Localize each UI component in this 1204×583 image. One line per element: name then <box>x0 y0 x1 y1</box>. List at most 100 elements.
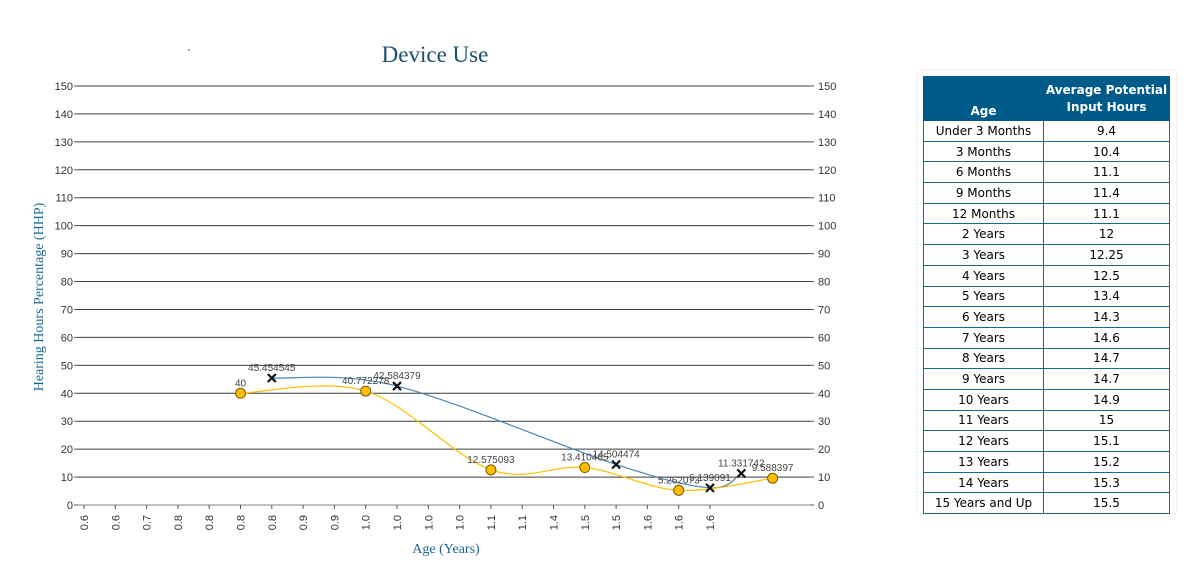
table-row: 2 Years 12 <box>923 223 1170 246</box>
header-age: Age <box>923 76 1044 121</box>
x-tick-label: 1.6 <box>674 515 686 530</box>
table-row: 5 Years 13.4 <box>923 285 1170 308</box>
y-tick-label-left: 150 <box>55 81 73 93</box>
hours-cell: 14.7 <box>1043 368 1170 390</box>
age-cell: 9 Years <box>923 368 1044 390</box>
x-tick-label: 0.6 <box>79 515 91 530</box>
y-tick-label-right: 140 <box>818 109 836 121</box>
hours-cell: 15.1 <box>1043 430 1170 452</box>
table-row: 6 Months 11.1 <box>923 161 1170 184</box>
age-cell: 3 Years <box>923 244 1044 266</box>
hours-cell: 11.1 <box>1043 202 1170 225</box>
table-row: 9 Months 11.4 <box>923 182 1170 204</box>
input-hours-table-panel: Age Average Potential Input Hours Under … <box>918 71 1176 515</box>
y-tick-label-right: 50 <box>818 360 830 372</box>
series-markers <box>235 373 779 496</box>
x-tick-label: 1.0 <box>392 515 404 530</box>
table-row: 13 Years 15.2 <box>923 451 1170 473</box>
table-row: 14 Years 15.3 <box>923 471 1170 494</box>
hours-cell: 15.2 <box>1043 451 1170 473</box>
x-tick-label: 0.8 <box>204 515 216 530</box>
y-tick-label-left: 40 <box>61 388 73 400</box>
hours-cell: 12 <box>1043 223 1170 246</box>
data-point <box>611 459 621 470</box>
data-label: 45.454545 <box>248 363 296 374</box>
table-row: Under 3 Months 9.4 <box>923 120 1170 142</box>
x-tick-label: 1.6 <box>705 515 717 530</box>
age-cell: Under 3 Months <box>923 120 1044 142</box>
y-axis-left: 0 10 20 30 40 50 60 70 80 90 100 110 120 130 140 150 <box>55 81 78 512</box>
y-tick-label-right: 30 <box>818 416 830 428</box>
y-tick-label-left: 60 <box>61 332 73 344</box>
x-tick-label: 0.7 <box>142 515 154 530</box>
y-tick-label-right: 60 <box>818 332 830 344</box>
data-label: 40 <box>235 378 247 389</box>
x-axis: 0.6 0.6 0.7 0.8 0.8 0.8 0.8 0.9 0.9 1.0 1.0 1.0 1.0 1… <box>79 505 717 530</box>
hours-cell: 11.1 <box>1043 161 1170 184</box>
data-point <box>579 462 591 474</box>
grid-lines <box>78 85 810 506</box>
table-row: 11 Years 15 <box>923 409 1170 432</box>
table-row: 4 Years 12.5 <box>923 264 1170 287</box>
y-tick-label-left: 110 <box>55 193 73 205</box>
data-label: 5.262073 <box>658 475 700 486</box>
y-tick-label-right: 70 <box>818 304 830 316</box>
y-tick-label-left: 90 <box>61 249 73 261</box>
x-tick-label: 0.8 <box>173 515 185 530</box>
age-cell: 12 Months <box>923 202 1044 225</box>
x-tick-label: 0.8 <box>267 515 279 530</box>
x-tick-label: 1.4 <box>549 515 561 530</box>
hours-cell: 15.3 <box>1043 471 1170 494</box>
table-row: 8 Years 14.7 <box>923 347 1170 370</box>
y-tick-label-left: 70 <box>61 304 73 316</box>
hours-cell: 15 <box>1043 409 1170 432</box>
age-cell: 6 Months <box>923 161 1044 184</box>
age-cell: 2 Years <box>923 223 1044 246</box>
hours-cell: 10.4 <box>1043 140 1170 163</box>
data-label: 13.410465 <box>561 453 609 464</box>
y-tick-label-right: 90 <box>818 249 830 261</box>
table-row: 12 Months 11.1 <box>923 202 1170 225</box>
data-label: 6.139091 <box>689 473 731 484</box>
data-point <box>392 381 402 391</box>
table-row: 12 Years 15.1 <box>923 430 1170 452</box>
y-tick-label-right: 0 <box>818 500 824 512</box>
y-tick-label-left: 30 <box>61 416 73 428</box>
hours-cell: 12.5 <box>1043 264 1170 287</box>
age-cell: 3 Months <box>923 140 1044 163</box>
y-tick-label-right: 10 <box>818 472 830 484</box>
y-tick-label-left: 140 <box>55 109 73 121</box>
y-tick-label-left: 100 <box>55 221 73 233</box>
age-cell: 5 Years <box>923 285 1044 308</box>
y-tick-label-left: 0 <box>67 500 73 512</box>
x-tick-label: 0.6 <box>110 515 122 530</box>
hours-cell: 14.7 <box>1043 347 1170 370</box>
table-row: 7 Years 14.6 <box>923 326 1170 349</box>
header-hours-line2: Input Hours <box>1066 99 1147 114</box>
data-point <box>736 468 747 479</box>
hours-cell: 12.25 <box>1043 244 1170 266</box>
y-tick-label-right: 110 <box>818 193 836 205</box>
x-tick-label: 1.1 <box>517 515 529 530</box>
data-label: 40.772278 <box>342 376 390 387</box>
age-cell: 9 Months <box>923 182 1044 204</box>
y-axis-title: Hearing Hours Percentage (HHP) <box>32 202 47 391</box>
y-tick-label-left: 120 <box>55 165 73 177</box>
y-tick-label-right: 100 <box>818 221 836 233</box>
data-point <box>673 484 685 496</box>
table-row: 10 Years 14.9 <box>923 388 1170 411</box>
y-tick-label-right: 80 <box>818 277 830 289</box>
age-cell: 13 Years <box>923 451 1044 473</box>
table-row: 6 Years 14.3 <box>923 306 1170 328</box>
hours-cell: 15.5 <box>1043 492 1170 515</box>
chart-title: Device Use <box>382 42 489 67</box>
data-labels: 45.454545 42.584379 14.504474 6.139091 11.33… <box>235 363 794 486</box>
y-tick-label-left: 20 <box>61 444 73 456</box>
data-point <box>267 373 277 383</box>
data-label: 14.504474 <box>592 449 640 460</box>
data-point <box>360 385 372 397</box>
data-label: 11.331742 <box>718 458 765 469</box>
age-cell: 10 Years <box>923 388 1044 411</box>
hours-cell: 9.4 <box>1043 120 1170 142</box>
x-tick-label: 1.0 <box>423 515 435 530</box>
